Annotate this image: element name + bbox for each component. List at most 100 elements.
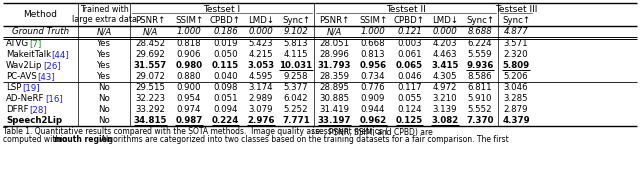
Text: 7.771: 7.771 bbox=[282, 116, 310, 125]
Text: LSP: LSP bbox=[6, 83, 21, 92]
Text: Yes: Yes bbox=[97, 50, 111, 59]
Text: DFRF: DFRF bbox=[6, 105, 29, 114]
Text: 7.370: 7.370 bbox=[467, 116, 493, 125]
Text: 3.174: 3.174 bbox=[249, 83, 273, 92]
Text: 0.121: 0.121 bbox=[397, 27, 422, 36]
Text: 5.813: 5.813 bbox=[284, 39, 308, 48]
Text: 0.000: 0.000 bbox=[248, 27, 273, 36]
Text: 0.909: 0.909 bbox=[361, 94, 385, 103]
Text: N/A: N/A bbox=[97, 27, 111, 36]
Text: 0.980: 0.980 bbox=[175, 61, 203, 70]
Text: 4.877: 4.877 bbox=[504, 27, 529, 36]
Text: 29.072: 29.072 bbox=[136, 72, 166, 81]
Text: 0.050: 0.050 bbox=[213, 50, 238, 59]
Text: [26]: [26] bbox=[43, 61, 61, 70]
Text: Testset III: Testset III bbox=[495, 4, 537, 13]
Text: Yes: Yes bbox=[97, 61, 111, 70]
Text: MakeitTalk: MakeitTalk bbox=[6, 50, 51, 59]
Text: 10.031: 10.031 bbox=[280, 61, 312, 70]
Text: Sync↑: Sync↑ bbox=[502, 16, 530, 25]
Text: AD-NeRF: AD-NeRF bbox=[6, 94, 45, 103]
Text: 4.463: 4.463 bbox=[433, 50, 458, 59]
Text: 28.359: 28.359 bbox=[319, 72, 349, 81]
Text: 0.224: 0.224 bbox=[212, 116, 239, 125]
Text: 31.557: 31.557 bbox=[134, 61, 167, 70]
Text: 3.079: 3.079 bbox=[249, 105, 273, 114]
Text: LMD↓: LMD↓ bbox=[248, 16, 274, 25]
Text: 3.415: 3.415 bbox=[431, 61, 459, 70]
Text: Table 1. Quantitative results compared with the SOTA methods.  Image quality ass: Table 1. Quantitative results compared w… bbox=[3, 128, 388, 136]
Text: SSIM↑: SSIM↑ bbox=[175, 16, 203, 25]
Text: 9.258: 9.258 bbox=[284, 72, 308, 81]
Text: 6.811: 6.811 bbox=[468, 83, 492, 92]
Text: 3.210: 3.210 bbox=[433, 94, 458, 103]
Text: 31.419: 31.419 bbox=[319, 105, 349, 114]
Text: 3.046: 3.046 bbox=[504, 83, 528, 92]
Text: 3.285: 3.285 bbox=[504, 94, 528, 103]
Text: 8.688: 8.688 bbox=[468, 27, 492, 36]
Text: 33.292: 33.292 bbox=[136, 105, 166, 114]
Text: Sync↑: Sync↑ bbox=[466, 16, 494, 25]
Text: Trained with
large extra data: Trained with large extra data bbox=[72, 5, 136, 24]
Text: 4.379: 4.379 bbox=[502, 116, 530, 125]
Text: 5.423: 5.423 bbox=[249, 39, 273, 48]
Text: 4.595: 4.595 bbox=[249, 72, 273, 81]
Text: 5.809: 5.809 bbox=[502, 61, 529, 70]
Text: 30.885: 30.885 bbox=[319, 94, 349, 103]
Text: PSNR↑: PSNR↑ bbox=[135, 16, 166, 25]
Text: , PSNR, SSIM, and CPBD) are: , PSNR, SSIM, and CPBD) are bbox=[324, 128, 433, 136]
Text: 0.061: 0.061 bbox=[397, 50, 422, 59]
Text: LMD↓: LMD↓ bbox=[432, 16, 458, 25]
Text: 29.692: 29.692 bbox=[136, 50, 165, 59]
Text: N/A: N/A bbox=[327, 27, 342, 36]
Text: 0.000: 0.000 bbox=[433, 27, 458, 36]
Text: 2.879: 2.879 bbox=[504, 105, 528, 114]
Text: 6.224: 6.224 bbox=[468, 39, 492, 48]
Text: 28.452: 28.452 bbox=[136, 39, 166, 48]
Text: CPBD↑: CPBD↑ bbox=[210, 16, 241, 25]
Text: . Algorithms are categorized into two classes based on the training datasets for: . Algorithms are categorized into two cl… bbox=[97, 135, 509, 144]
Text: 0.051: 0.051 bbox=[213, 94, 238, 103]
Text: Testset II: Testset II bbox=[386, 4, 426, 13]
Text: 9.936: 9.936 bbox=[467, 61, 493, 70]
Text: 9.102: 9.102 bbox=[284, 27, 308, 36]
Text: PC-AVS: PC-AVS bbox=[6, 72, 36, 81]
Text: [28]: [28] bbox=[29, 105, 47, 114]
Text: No: No bbox=[98, 83, 110, 92]
Text: mouth region: mouth region bbox=[54, 135, 113, 144]
Text: 0.962: 0.962 bbox=[360, 116, 387, 125]
Text: 0.880: 0.880 bbox=[177, 72, 202, 81]
Text: [43]: [43] bbox=[37, 72, 55, 81]
Text: No: No bbox=[98, 105, 110, 114]
Text: N/A: N/A bbox=[143, 27, 158, 36]
Text: No: No bbox=[98, 94, 110, 103]
Text: 5.377: 5.377 bbox=[284, 83, 308, 92]
Text: Yes: Yes bbox=[97, 72, 111, 81]
Text: SSIM↑: SSIM↑ bbox=[359, 16, 387, 25]
Text: 0.117: 0.117 bbox=[397, 83, 422, 92]
Text: 0.055: 0.055 bbox=[397, 94, 422, 103]
Text: 5.252: 5.252 bbox=[284, 105, 308, 114]
Text: 2.989: 2.989 bbox=[249, 94, 273, 103]
Text: 5.910: 5.910 bbox=[468, 94, 492, 103]
Text: 1.000: 1.000 bbox=[177, 27, 202, 36]
Text: 2.320: 2.320 bbox=[504, 50, 528, 59]
Text: 0.956: 0.956 bbox=[360, 61, 387, 70]
Text: CPBD↑: CPBD↑ bbox=[394, 16, 425, 25]
Text: 0.900: 0.900 bbox=[177, 83, 201, 92]
Text: 0.065: 0.065 bbox=[396, 61, 423, 70]
Text: 0.734: 0.734 bbox=[361, 72, 385, 81]
Text: 32.223: 32.223 bbox=[136, 94, 166, 103]
Text: 5.559: 5.559 bbox=[468, 50, 492, 59]
Text: 4.203: 4.203 bbox=[433, 39, 458, 48]
Text: 0.098: 0.098 bbox=[213, 83, 237, 92]
Text: No: No bbox=[98, 116, 110, 125]
Text: 0.987: 0.987 bbox=[175, 116, 203, 125]
Text: i.e.: i.e. bbox=[312, 128, 323, 136]
Text: 28.051: 28.051 bbox=[319, 39, 349, 48]
Text: 0.124: 0.124 bbox=[397, 105, 422, 114]
Text: 4.972: 4.972 bbox=[433, 83, 457, 92]
Text: Wav2Lip: Wav2Lip bbox=[6, 61, 42, 70]
Text: 3.571: 3.571 bbox=[504, 39, 528, 48]
Text: 4.305: 4.305 bbox=[433, 72, 458, 81]
